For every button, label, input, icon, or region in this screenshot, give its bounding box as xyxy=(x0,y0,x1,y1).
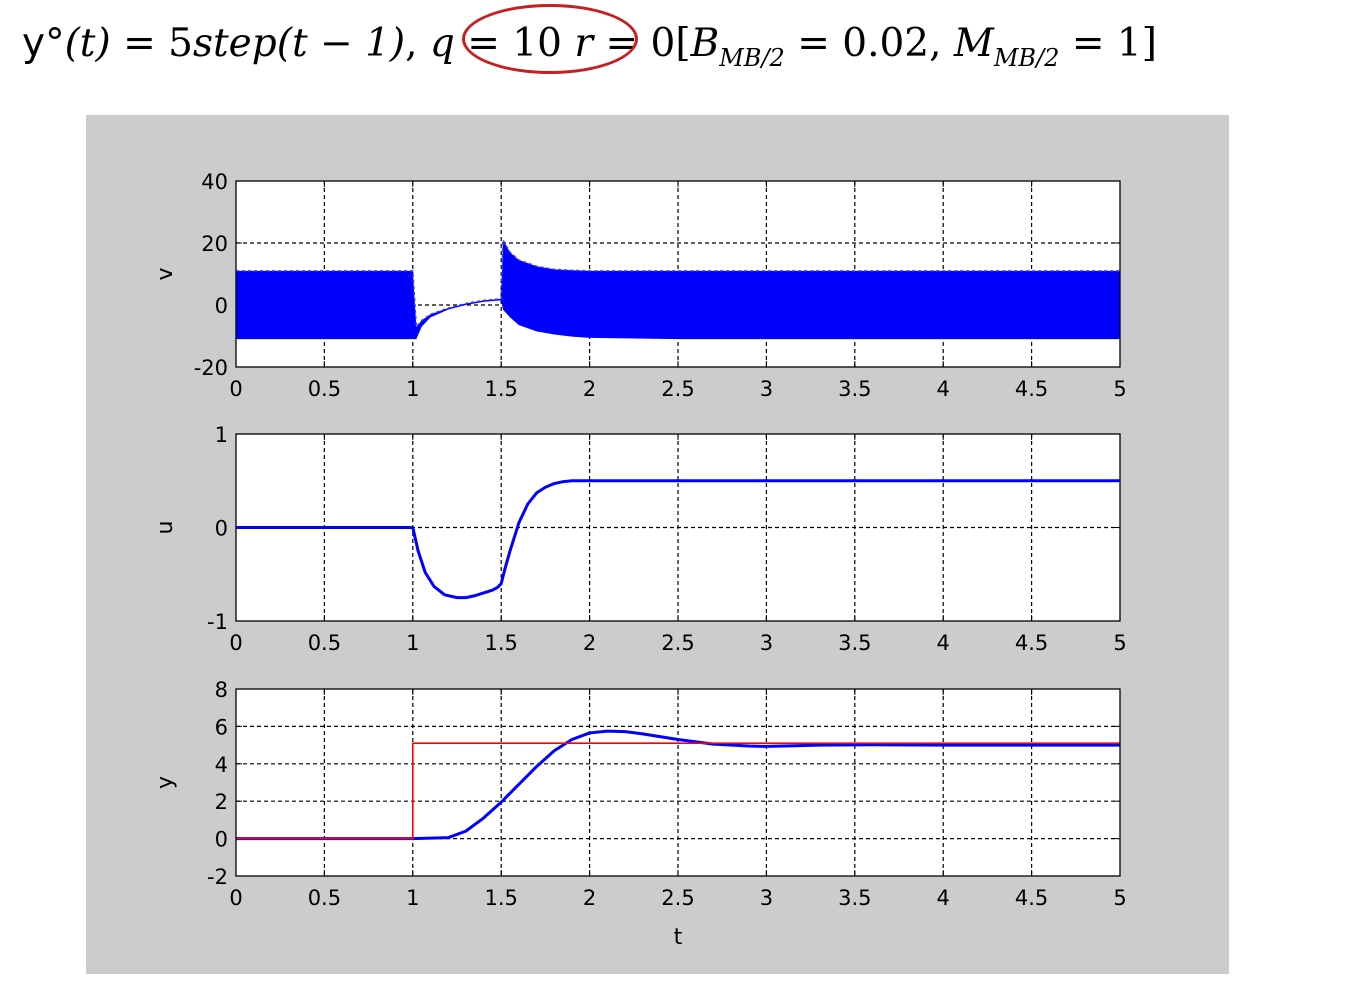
x-tick-label: 2 xyxy=(583,377,596,401)
title-m-sub: MB/2 xyxy=(993,44,1060,72)
x-tick-label: 3.5 xyxy=(838,377,871,401)
x-tick-label: 1.5 xyxy=(484,886,517,910)
title-eq1: = 5 xyxy=(110,21,193,66)
x-tick-label: 0 xyxy=(229,631,242,655)
y-tick-label: -2 xyxy=(207,865,228,889)
title-r: r xyxy=(574,21,594,66)
y-tick-label: 0 xyxy=(215,828,228,852)
x-tick-label: 4 xyxy=(937,886,950,910)
title-b-sub: MB/2 xyxy=(719,44,785,72)
x-tick-label: 4 xyxy=(937,377,950,401)
slide-title: y°(t) = 5step(t − 1), q = 10 r = 0[BMB/2… xyxy=(22,4,1342,84)
y-tick-label: 2 xyxy=(215,790,228,814)
x-tick-label: 4.5 xyxy=(1015,631,1048,655)
y-tick-label: 1 xyxy=(215,423,228,447)
title-eq5: = 1] xyxy=(1059,21,1157,66)
title-sep2 xyxy=(562,21,574,66)
x-tick-label: 3 xyxy=(760,886,773,910)
y-tick-label: 0 xyxy=(215,294,228,318)
x-tick-label: 2.5 xyxy=(661,631,694,655)
x-tick-label: 0 xyxy=(229,886,242,910)
series-v-upper-edge xyxy=(236,237,1120,329)
title-t1: (t) xyxy=(64,21,111,66)
x-tick-label: 4.5 xyxy=(1015,377,1048,401)
series-u-0 xyxy=(236,479,1120,600)
x-tick-label: 1 xyxy=(406,377,419,401)
y-axis-label: v xyxy=(153,267,178,280)
y-tick-label: -20 xyxy=(194,356,228,380)
axes-frame xyxy=(235,433,1121,622)
x-axis-label: t xyxy=(674,925,683,950)
x-tick-label: 2.5 xyxy=(661,886,694,910)
x-tick-label: 2 xyxy=(583,631,596,655)
x-tick-label: 5 xyxy=(1113,377,1126,401)
y-tick-label: 0 xyxy=(215,517,228,541)
x-tick-label: 3.5 xyxy=(838,631,871,655)
x-tick-label: 1.5 xyxy=(484,377,517,401)
x-tick-label: 0 xyxy=(229,377,242,401)
x-tick-label: 3 xyxy=(760,631,773,655)
title-m: M xyxy=(953,21,994,66)
x-tick-label: 1.5 xyxy=(484,631,517,655)
title-eq4: = 0.02, xyxy=(784,21,954,66)
x-tick-label: 1 xyxy=(406,886,419,910)
title-lead: y° xyxy=(22,21,65,66)
title-eq2: = 10 xyxy=(454,21,562,66)
y-tick-label: 20 xyxy=(201,232,228,256)
title-step: step xyxy=(193,21,277,66)
x-tick-label: 4.5 xyxy=(1015,886,1048,910)
x-tick-label: 4 xyxy=(937,631,950,655)
axes-frame xyxy=(235,180,1121,368)
x-tick-label: 0.5 xyxy=(308,886,341,910)
axes-frame xyxy=(235,688,1121,877)
y-axis-label: u xyxy=(153,521,178,535)
y-tick-label: 6 xyxy=(215,715,228,739)
series-y-0 xyxy=(236,729,1120,841)
y-tick-label: -1 xyxy=(207,610,228,634)
title-sep1: , xyxy=(405,21,430,66)
x-tick-label: 2 xyxy=(583,886,596,910)
y-axis-label: y xyxy=(153,776,178,789)
x-tick-label: 2.5 xyxy=(661,377,694,401)
title-arg: (t − 1) xyxy=(276,21,406,66)
y-tick-label: 8 xyxy=(215,678,228,702)
x-tick-label: 0.5 xyxy=(308,631,341,655)
x-tick-label: 5 xyxy=(1113,631,1126,655)
title-eq3: = 0[ xyxy=(593,21,691,66)
title-q: q xyxy=(429,21,455,66)
y-tick-label: 4 xyxy=(215,753,228,777)
x-tick-label: 5 xyxy=(1113,886,1126,910)
y-tick-label: 40 xyxy=(201,170,228,194)
x-tick-label: 3.5 xyxy=(838,886,871,910)
x-tick-label: 1 xyxy=(406,631,419,655)
series-y-1 xyxy=(236,742,1120,840)
figure-panel: 0 0.5 1 1.5 2 2.5 3 3.5 4 4.5 5 -20 0 20 40 v 0 0.5 1 1.5 2 2… xyxy=(86,115,1229,974)
x-tick-label: 3 xyxy=(760,377,773,401)
title-b: B xyxy=(690,21,720,66)
x-tick-label: 0.5 xyxy=(308,377,341,401)
series-v-band xyxy=(236,239,1120,340)
